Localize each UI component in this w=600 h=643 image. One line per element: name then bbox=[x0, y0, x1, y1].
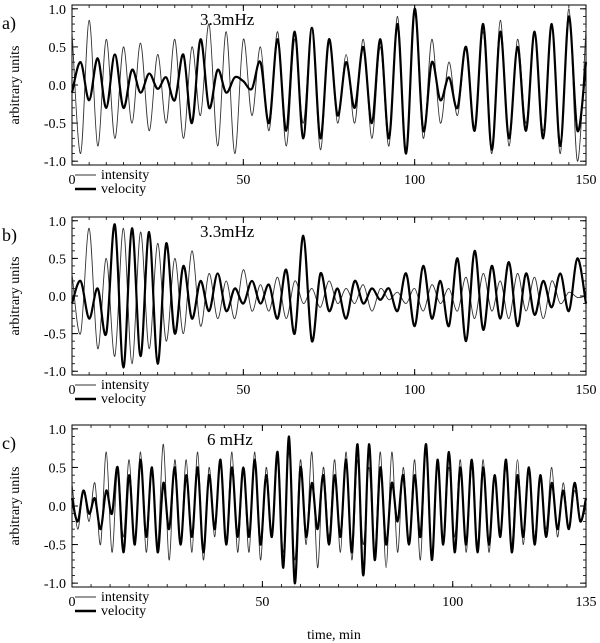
y-tick-label: 0.5 bbox=[49, 41, 67, 56]
series-line-velocity bbox=[70, 223, 588, 369]
x-tick-label: 0 bbox=[69, 595, 76, 610]
panel-3: -1.0 -0.5 0.0 0.5 1.0 0 50 100 135 c) 6 mHz arbitra… bbox=[2, 423, 597, 643]
panel-label: a) bbox=[2, 13, 16, 34]
y-tick-label: -1.0 bbox=[44, 155, 66, 170]
legend-label-velocity: velocity bbox=[101, 392, 146, 407]
x-axis-label: time, min bbox=[307, 628, 361, 643]
x-tick-label: 0 bbox=[69, 383, 76, 398]
y-tick-label: -1.0 bbox=[44, 365, 66, 380]
legend-label-velocity: velocity bbox=[101, 182, 146, 197]
panel-label: b) bbox=[2, 225, 17, 246]
y-tick-label: -0.5 bbox=[44, 328, 66, 343]
series-line-velocity bbox=[70, 7, 588, 155]
x-tick-label: 135 bbox=[576, 595, 597, 610]
plot-frame bbox=[71, 4, 587, 166]
y-tick-label: 0.5 bbox=[49, 252, 67, 267]
y-tick-label: 1.0 bbox=[49, 423, 67, 438]
legend-label-intensity: intensity bbox=[101, 378, 149, 393]
y-tick-label: 1.0 bbox=[49, 215, 67, 230]
panel-label: c) bbox=[2, 433, 16, 454]
x-tick-label: 100 bbox=[404, 173, 425, 188]
series-line-intensity bbox=[71, 227, 587, 365]
x-tick-label: 100 bbox=[404, 383, 425, 398]
y-tick-label: 0.0 bbox=[49, 79, 67, 94]
y-tick-label: -0.5 bbox=[44, 117, 66, 132]
y-tick-label: 0.5 bbox=[49, 461, 67, 476]
y-tick-label: -0.5 bbox=[44, 539, 66, 554]
y-axis-label: arbitrary units bbox=[8, 257, 23, 336]
legend-label-velocity: velocity bbox=[101, 604, 146, 619]
x-tick-label: 50 bbox=[236, 383, 250, 398]
x-tick-label: 50 bbox=[255, 595, 269, 610]
y-tick-label: 0.0 bbox=[49, 290, 67, 305]
frequency-annotation: 6 mHz bbox=[207, 430, 253, 449]
y-axis-label: arbitrary units bbox=[8, 46, 23, 125]
x-tick-label: 0 bbox=[69, 173, 76, 188]
y-tick-label: -1.0 bbox=[44, 577, 66, 592]
plot-frame bbox=[71, 216, 587, 376]
x-tick-label: 50 bbox=[236, 173, 250, 188]
legend-label-intensity: intensity bbox=[101, 590, 149, 605]
y-tick-label: 1.0 bbox=[49, 3, 67, 18]
frequency-annotation: 3.3mHz bbox=[200, 10, 255, 29]
panel-2: -1.0 -0.5 0.0 0.5 1.0 0 50 100 150 b) 3.3mHz arbitr… bbox=[2, 215, 597, 407]
series-line-velocity bbox=[70, 435, 588, 585]
x-tick-label: 100 bbox=[442, 595, 463, 610]
y-tick-label: 0.0 bbox=[49, 500, 67, 515]
legend-label-intensity: intensity bbox=[101, 168, 149, 183]
y-axis-label: arbitrary units bbox=[8, 467, 23, 546]
x-tick-label: 150 bbox=[576, 173, 597, 188]
frequency-annotation: 3.3mHz bbox=[200, 222, 255, 241]
x-tick-label: 150 bbox=[576, 383, 597, 398]
panel-1: -1.0 -0.5 0.0 0.5 1.0 0 50 100 150 a) 3.3mHz arbitr… bbox=[2, 3, 597, 197]
